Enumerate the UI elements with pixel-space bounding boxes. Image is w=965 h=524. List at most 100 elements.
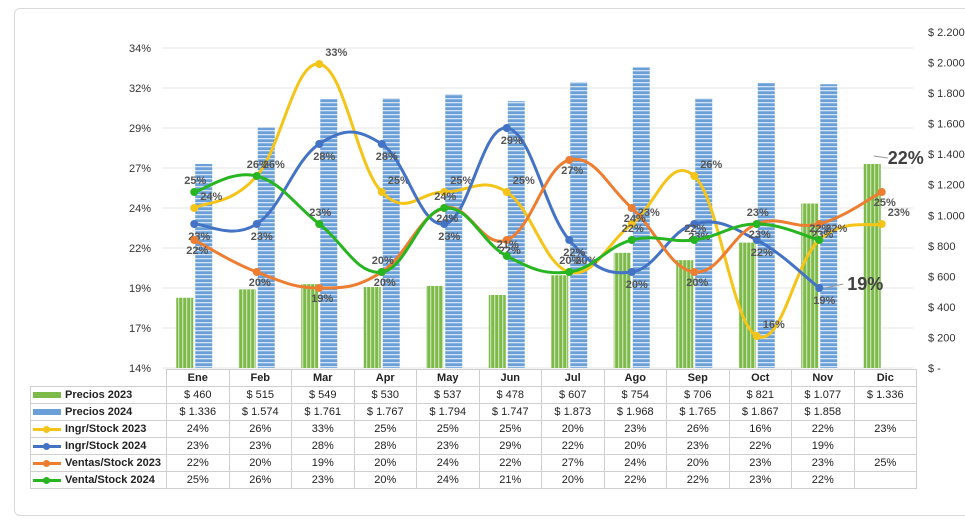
table-cell: 26%	[228, 471, 292, 489]
line-ingr-stock-2024-point	[690, 220, 699, 228]
table-row: Precios 2023 $ 460 $ 515 $ 549 $ 530 $ 537 $ 4…	[30, 386, 917, 404]
table-cell: $ 478	[478, 386, 542, 404]
table-cell: 22%	[791, 471, 855, 489]
table-cell: 20%	[353, 471, 417, 489]
line-venta-stock-2024-data-label: 23%	[309, 207, 331, 219]
table-month-header: Apr	[353, 369, 417, 387]
table-cell: 20%	[666, 454, 730, 472]
legend-marker	[43, 459, 50, 467]
line-venta-stock-2024-data-label: 23%	[747, 207, 769, 219]
left-axis-tick-label: 24%	[129, 203, 151, 215]
line-ingr-stock-2024-point	[440, 220, 449, 228]
table-cell: 25%	[416, 420, 480, 438]
line-venta-stock-2024-data-label: 25%	[184, 175, 206, 187]
line-ingr-stock-2023-point	[752, 332, 761, 340]
table-cell: 22%	[166, 454, 230, 472]
table-cell: $ 1.336	[166, 403, 230, 421]
bar-precios-2023	[676, 260, 694, 368]
line-ingr-stock-2023-data-label: 24%	[200, 191, 222, 203]
line-ventas-stock-2023-point	[565, 156, 574, 164]
legend-entry: Precios 2023	[30, 386, 167, 404]
bar-precios-2023	[363, 287, 381, 368]
line-venta-stock-2024-data-label: 24%	[434, 191, 456, 203]
right-axis-tick-label: $ 2.200	[928, 27, 965, 39]
bar-precios-2024	[382, 98, 400, 368]
legend-marker	[43, 476, 50, 484]
table-cell: $ 1.336	[853, 386, 917, 404]
table-cell: 23%	[228, 437, 292, 455]
table-cell: $ 706	[666, 386, 730, 404]
table-row: Venta/Stock 2024 25% 26% 23% 20% 24% 21% 20% 22%…	[30, 471, 917, 489]
line-ventas-stock-2023-point	[252, 268, 261, 276]
left-axis-tick-label: 34%	[129, 43, 151, 55]
line-venta-stock-2024-point	[440, 204, 449, 212]
table-cell: 23%	[291, 471, 355, 489]
line-ventas-stock-2023-point	[315, 284, 324, 292]
table-row: Ventas/Stock 2023 22% 20% 19% 20% 24% 22% 27% 24…	[30, 454, 917, 472]
line-venta-stock-2024-data-label: 20%	[559, 255, 581, 267]
table-cell: $ 1.761	[291, 403, 355, 421]
table-cell: 23%	[416, 437, 480, 455]
table-cell: 28%	[291, 437, 355, 455]
line-venta-stock-2024-data-label: 20%	[372, 255, 394, 267]
table-cell: $ 530	[353, 386, 417, 404]
line-venta-stock-2024-point	[627, 236, 636, 244]
table-cell: 26%	[666, 420, 730, 438]
right-axis-tick-label: $ 1.800	[928, 88, 965, 100]
line-ingr-stock-2024-point	[502, 124, 511, 132]
table-month-header: Dic	[853, 369, 917, 387]
table-month-header: Jul	[541, 369, 605, 387]
line-ingr-stock-2024-point	[377, 140, 386, 148]
table-cell: $ 1.873	[541, 403, 605, 421]
line-ventas-stock-2023-data-label: 24%	[436, 213, 458, 225]
callout-label-nov: 19%	[847, 274, 883, 294]
table-cell: 22%	[791, 420, 855, 438]
legend-marker	[43, 425, 50, 433]
line-ingr-stock-2023-point	[440, 188, 449, 196]
legend-line-swatch	[33, 476, 61, 484]
line-venta-stock-2024-data-label: 22%	[622, 223, 644, 235]
line-ingr-stock-2024-data-label: 23%	[251, 231, 273, 243]
legend-marker	[43, 442, 50, 450]
line-ventas-stock-2023-point	[502, 236, 511, 244]
table-month-header: Mar	[291, 369, 355, 387]
table-cell: 22%	[728, 437, 792, 455]
table-cell: 25%	[353, 420, 417, 438]
line-ingr-stock-2024-point	[252, 220, 261, 228]
right-axis-tick-label: $ 1.200	[928, 180, 965, 192]
table-cell: $ 1.574	[228, 403, 292, 421]
legend-label: Venta/Stock 2024	[65, 474, 155, 486]
line-ingr-stock-2024-data-label: 20%	[626, 279, 648, 291]
table-cell: 23%	[666, 437, 730, 455]
line-ingr-stock-2023-data-label: 25%	[513, 175, 535, 187]
line-ingr-stock-2023-data-label: 25%	[450, 175, 472, 187]
table-cell: 22%	[666, 471, 730, 489]
line-ventas-stock-2023-data-label: 22%	[186, 245, 208, 257]
line-ingr-stock-2023-point	[190, 204, 199, 212]
line-venta-stock-2024-point	[252, 172, 261, 180]
line-ventas-stock-2023-point	[877, 188, 886, 196]
line-ventas-stock-2023-data-label: 19%	[311, 293, 333, 305]
legend-bar-swatch	[33, 409, 61, 416]
legend-label: Ingr/Stock 2024	[65, 440, 147, 452]
line-ingr-stock-2024-data-label: 22%	[563, 247, 585, 259]
line-ingr-stock-2023-point	[627, 220, 636, 228]
callout-leader	[873, 155, 888, 159]
line-ingr-stock-2023-data-label: 26%	[700, 159, 722, 171]
table-cell: $ 1.077	[791, 386, 855, 404]
table-cell: 23%	[853, 420, 917, 438]
line-ventas-stock-2023-data-label: 25%	[874, 197, 896, 209]
table-cell: 23%	[603, 420, 667, 438]
table-cell: $ 821	[728, 386, 792, 404]
bar-precios-2024	[820, 84, 838, 368]
table-month-header: May	[416, 369, 480, 387]
right-axis-tick-label: $ 1.000	[928, 210, 965, 222]
legend-entry: Ingr/Stock 2023	[30, 420, 167, 438]
right-axis-tick-label: $ 600	[928, 271, 956, 283]
line-ingr-stock-2023-point	[877, 220, 886, 228]
line-ingr-stock-2024-data-label: 29%	[501, 135, 523, 147]
table-cell: $ 537	[416, 386, 480, 404]
left-axis-tick-label: 19%	[129, 283, 151, 295]
callout-leader	[825, 283, 844, 289]
table-corner	[30, 369, 167, 387]
